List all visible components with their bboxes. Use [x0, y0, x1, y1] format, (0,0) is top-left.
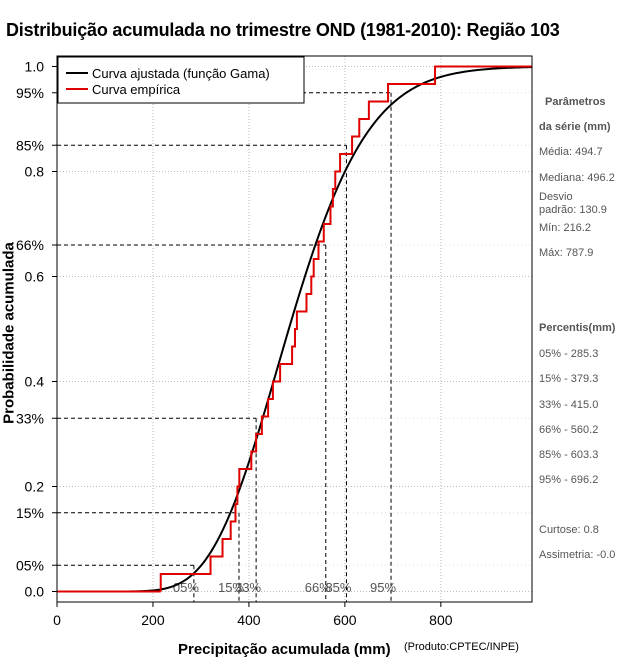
y-percentile-tick-label: 95% [16, 85, 44, 101]
percentile-marker-label: 95% [370, 580, 396, 595]
stat-desvio-line2: padrão: 130.9 [539, 204, 607, 216]
params-title-line1: Parâmetros [545, 96, 606, 108]
stat-p85: 85% - 603.3 [539, 449, 599, 461]
percentile-marker-label: 05% [173, 580, 199, 595]
stat-max: Máx: 787.9 [539, 247, 594, 259]
stat-p66: 66% - 560.2 [539, 424, 599, 436]
plot-frame [56, 55, 533, 603]
y-tick-label: 0.4 [25, 374, 45, 390]
y-percentile-tick-label: 05% [16, 557, 44, 573]
curves [57, 65, 533, 593]
y-tick-label: 1.0 [25, 59, 45, 75]
y-tick-label: 0.2 [25, 479, 45, 495]
y-tick-label: 0.8 [25, 164, 45, 180]
stat-desvio-line1: Desvio [539, 191, 573, 203]
stat-p95: 95% - 696.2 [539, 474, 599, 486]
y-axis-label: Probabilidade acumulada [0, 242, 18, 424]
chart-title: Distribuição acumulada no trimestre OND … [6, 20, 560, 40]
x-tick-label: 600 [333, 612, 357, 628]
legend-label: Curva ajustada (função Gama) [92, 66, 270, 81]
y-percentile-tick-label: 15% [16, 505, 44, 521]
params-title-line2: da série (mm) [539, 121, 611, 133]
stat-mediana: Mediana: 496.2 [539, 172, 615, 184]
y-percentile-tick-label: 33% [16, 410, 44, 426]
legend-label: Curva empírica [92, 82, 181, 97]
percentis-title: Percentis(mm) [539, 322, 616, 334]
stat-curtose: Curtose: 0.8 [539, 524, 599, 536]
stat-assimetria: Assimetria: -0.0 [539, 549, 616, 561]
percentile-marker-label: 33% [235, 580, 261, 595]
credit-text: (Produto:CPTEC/INPE) [404, 641, 519, 653]
percentile-marker-label: 85% [325, 580, 351, 595]
legend: Curva ajustada (função Gama)Curva empíri… [57, 56, 305, 104]
y-tick-label: 0.6 [25, 269, 45, 285]
axes: 0 200 400 600 8000.00.20.40.60.81.005%15%33%… [16, 59, 453, 629]
x-axis-label: Precipitação acumulada (mm) [178, 641, 391, 658]
x-tick-label: 800 [429, 612, 453, 628]
stat-p33: 33% - 415.0 [539, 399, 599, 411]
stat-media: Média: 494.7 [539, 146, 603, 158]
y-percentile-tick-label: 66% [16, 237, 44, 253]
percentile-marker-label: 66% [305, 580, 331, 595]
legend-box [57, 56, 305, 104]
percentile-marker-label: 15% [218, 580, 244, 595]
stat-p15: 15% - 379.3 [539, 373, 599, 385]
y-tick-label: 0.0 [25, 584, 45, 600]
stat-p05: 05% - 285.3 [539, 348, 599, 360]
x-tick-label: 400 [237, 612, 261, 628]
x-tick-label: 0 [53, 612, 61, 628]
empirical-step-curve [57, 65, 532, 593]
x-tick-label: 200 [141, 612, 165, 628]
stat-min: Mín: 216.2 [539, 222, 591, 234]
y-percentile-tick-label: 85% [16, 137, 44, 153]
